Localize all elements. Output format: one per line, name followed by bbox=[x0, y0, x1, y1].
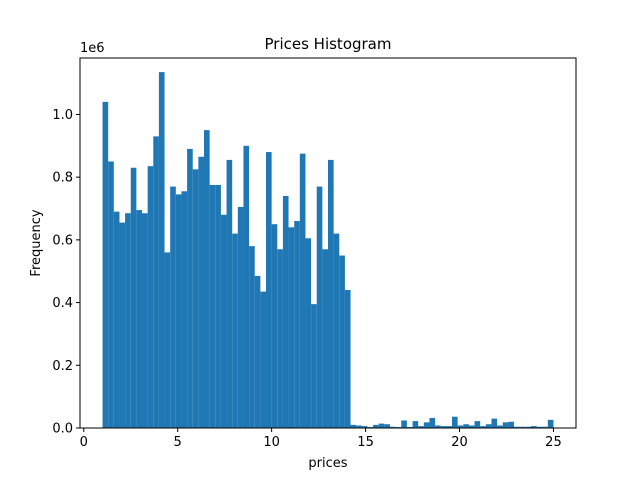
y-tick-label: 0.0 bbox=[52, 422, 73, 437]
x-axis-label: prices bbox=[308, 456, 347, 471]
histogram-bar bbox=[401, 420, 407, 428]
x-tick-label: 15 bbox=[357, 435, 374, 450]
histogram-bar bbox=[130, 167, 137, 428]
histogram-bar bbox=[502, 422, 509, 428]
histogram-bar bbox=[125, 213, 131, 428]
histogram-bar bbox=[254, 275, 261, 428]
histogram-bar bbox=[328, 159, 334, 428]
histogram-bar bbox=[457, 425, 464, 428]
histogram-bar bbox=[468, 425, 475, 428]
histogram-bar bbox=[282, 195, 289, 428]
histogram-bar bbox=[170, 186, 176, 428]
histogram-bar bbox=[356, 425, 362, 428]
histogram-bar bbox=[136, 210, 142, 428]
histogram-bar bbox=[299, 153, 306, 428]
histogram-bar bbox=[474, 421, 481, 428]
histogram-bar bbox=[226, 159, 233, 428]
histogram-bar bbox=[113, 211, 120, 428]
histogram-bar bbox=[508, 421, 514, 428]
histogram-bar bbox=[187, 148, 193, 429]
histogram-bar bbox=[429, 417, 436, 428]
histogram-bar bbox=[181, 191, 188, 428]
histogram-bar bbox=[108, 161, 114, 428]
histogram-bar bbox=[536, 426, 543, 428]
x-tick-label: 25 bbox=[545, 435, 562, 450]
histogram-bar bbox=[485, 424, 492, 428]
histogram-bar bbox=[237, 206, 244, 428]
histogram-bar bbox=[175, 194, 182, 428]
y-tick-label: 0.2 bbox=[52, 359, 73, 374]
histogram-bar bbox=[390, 426, 396, 428]
histogram-bar bbox=[542, 426, 548, 428]
histogram-bar bbox=[418, 426, 424, 428]
histogram-bar bbox=[119, 222, 126, 428]
histogram-bar bbox=[232, 233, 238, 428]
histogram-bar bbox=[519, 426, 526, 428]
histogram-bar bbox=[350, 424, 357, 428]
histogram-bar bbox=[344, 290, 351, 428]
histogram-bar bbox=[198, 156, 204, 428]
y-axis-ticks: 0.0 0.2 0.4 0.6 0.8 1.0 bbox=[52, 108, 80, 437]
histogram-bar bbox=[153, 136, 159, 428]
histogram-bar bbox=[446, 426, 452, 428]
histogram-bar bbox=[339, 255, 345, 428]
histogram-bar bbox=[215, 184, 221, 428]
bars-group bbox=[102, 72, 554, 429]
histogram-bar bbox=[192, 169, 199, 429]
histogram-bar bbox=[311, 304, 317, 428]
histogram-bar bbox=[440, 426, 447, 428]
histogram-bar bbox=[102, 101, 109, 428]
y-tick-label: 0.4 bbox=[52, 296, 73, 311]
chart-title: Prices Histogram bbox=[265, 35, 392, 53]
x-axis-ticks: 0 5 10 15 20 25 bbox=[80, 428, 562, 450]
histogram-bar bbox=[435, 425, 441, 428]
histogram-bar bbox=[158, 72, 165, 428]
histogram-bar bbox=[266, 152, 272, 428]
histogram-bar bbox=[316, 186, 323, 428]
histogram-bar bbox=[243, 145, 250, 428]
x-tick-label: 0 bbox=[80, 435, 88, 450]
histogram-bar bbox=[288, 227, 295, 428]
y-offset-label: 1e6 bbox=[80, 41, 105, 56]
histogram-bar bbox=[249, 246, 255, 428]
histogram-bar bbox=[463, 424, 469, 428]
histogram-bar bbox=[333, 233, 340, 428]
histogram-bar bbox=[305, 238, 312, 428]
y-tick-label: 0.8 bbox=[52, 171, 73, 186]
axes-frame bbox=[79, 57, 577, 429]
histogram-bar bbox=[209, 184, 216, 428]
x-tick-label: 10 bbox=[263, 435, 280, 450]
y-tick-label: 0.6 bbox=[52, 233, 73, 248]
histogram-bar bbox=[525, 426, 531, 428]
histogram-bar bbox=[271, 224, 278, 428]
histogram-bar bbox=[220, 214, 227, 428]
y-axis-label: Frequency bbox=[29, 209, 44, 276]
histogram-bar bbox=[204, 130, 210, 428]
histogram-bar bbox=[294, 221, 300, 428]
histogram-bar bbox=[423, 422, 430, 428]
histogram-bar bbox=[530, 426, 537, 428]
histogram-bar bbox=[260, 291, 266, 428]
histogram-bar bbox=[497, 425, 503, 428]
histogram-bar bbox=[378, 423, 385, 428]
histogram-bar bbox=[547, 419, 554, 428]
histogram-bar bbox=[480, 426, 486, 428]
histogram-bar bbox=[147, 166, 154, 428]
histogram-bar bbox=[361, 426, 368, 428]
histogram-bar bbox=[514, 426, 520, 428]
histogram-bar bbox=[277, 249, 283, 428]
histogram-bar bbox=[373, 424, 379, 428]
histogram-bar bbox=[164, 252, 171, 428]
y-tick-label: 1.0 bbox=[52, 108, 73, 123]
x-tick-label: 20 bbox=[451, 435, 468, 450]
histogram-bar bbox=[452, 416, 458, 428]
histogram-bar bbox=[491, 418, 498, 428]
histogram-bar bbox=[142, 213, 148, 428]
histogram-bar bbox=[412, 421, 419, 428]
histogram-bar bbox=[384, 424, 390, 428]
histogram-bar bbox=[322, 249, 328, 428]
x-tick-label: 5 bbox=[174, 435, 182, 450]
